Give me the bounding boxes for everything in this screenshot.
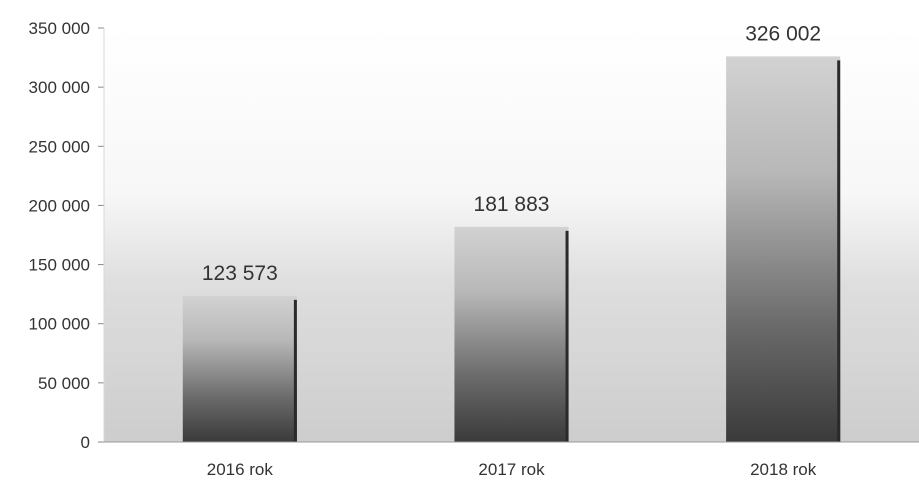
y-tick-label: 150 000: [29, 256, 90, 275]
y-tick-label: 250 000: [29, 137, 90, 156]
bar-edge: [565, 230, 569, 442]
y-tick-label: 300 000: [29, 78, 90, 97]
x-axis: 2016 rok 2017 rok 2018 rok: [104, 441, 919, 479]
y-tick-label: 50 000: [38, 374, 90, 393]
bars: 123 573 181 883 326 002: [182, 22, 841, 443]
bar-data-label: 123 573: [202, 262, 278, 285]
bar: [182, 295, 297, 442]
y-tick-label: 200 000: [29, 196, 90, 215]
x-category-label: 2017 rok: [478, 460, 545, 479]
y-axis: 0 50 000 100 000 150 000 200 000 250 000 300 0…: [29, 19, 105, 452]
y-tick-label: 100 000: [29, 315, 90, 334]
x-category-label: 2016 rok: [207, 460, 274, 479]
x-category-label: 2018 rok: [750, 460, 817, 479]
bar: [726, 56, 841, 443]
y-tick-label: 350 000: [29, 19, 90, 38]
bar: [454, 226, 569, 442]
y-tick-label: 0: [81, 433, 90, 452]
bar-data-label: 326 002: [745, 22, 821, 45]
bar-data-label: 181 883: [474, 193, 550, 216]
bar-edge: [293, 299, 297, 442]
bar-edge: [837, 60, 841, 443]
